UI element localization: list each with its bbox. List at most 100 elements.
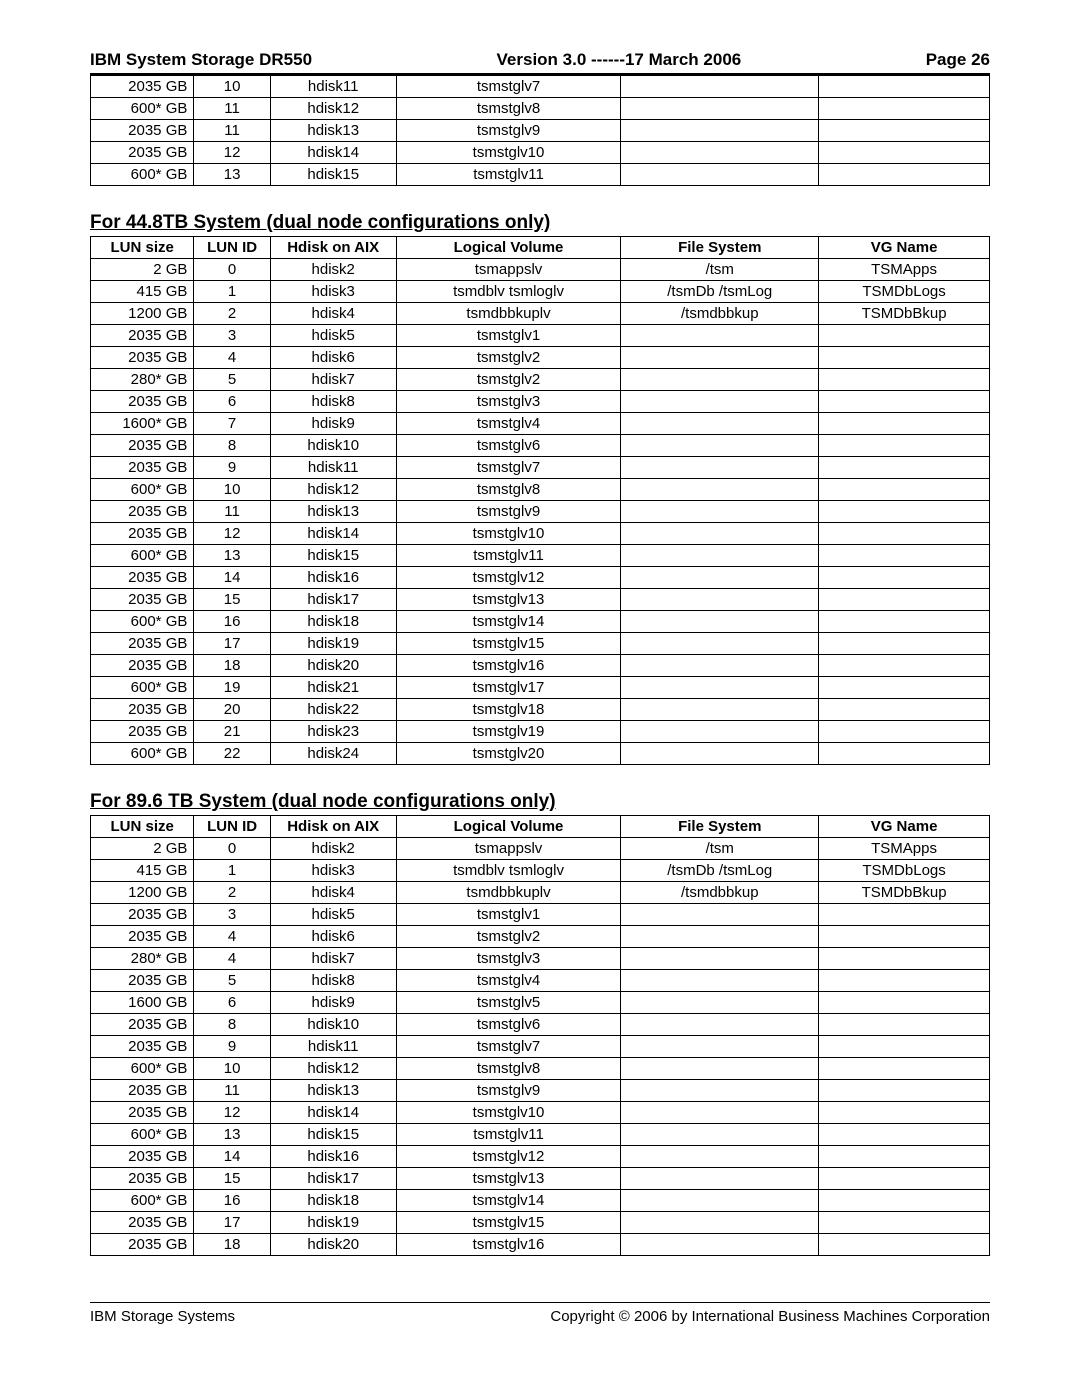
cell-vg — [819, 1146, 990, 1168]
cell-vg — [819, 567, 990, 589]
cell-id: 22 — [194, 743, 270, 765]
footer-right: Copyright © 2006 by International Busine… — [550, 1308, 990, 1325]
cell-lun: 2035 GB — [91, 699, 194, 721]
table-row: 600* GB11hdisk12tsmstglv8 — [91, 98, 990, 120]
cell-fs — [621, 501, 819, 523]
cell-lv: tsmstglv6 — [396, 1014, 621, 1036]
cell-hdisk: hdisk12 — [270, 1058, 396, 1080]
cell-fs — [621, 1102, 819, 1124]
cell-lun: 2035 GB — [91, 142, 194, 164]
cell-lun: 2035 GB — [91, 655, 194, 677]
section-title-44: For 44.8TB System (dual node configurati… — [90, 212, 990, 234]
col-hdisk: Hdisk on AIX — [270, 237, 396, 259]
cell-hdisk: hdisk11 — [270, 76, 396, 98]
table-row: 1200 GB2hdisk4tsmdbbkuplv/tsmdbbkupTSMDb… — [91, 303, 990, 325]
table-row: 2035 GB3hdisk5tsmstglv1 — [91, 904, 990, 926]
cell-lv: tsmstglv11 — [396, 545, 621, 567]
table-row: 2035 GB12hdisk14tsmstglv10 — [91, 1102, 990, 1124]
cell-vg — [819, 1014, 990, 1036]
cell-vg — [819, 743, 990, 765]
cell-vg — [819, 545, 990, 567]
col-lun: LUN size — [91, 237, 194, 259]
cell-id: 14 — [194, 567, 270, 589]
cell-hdisk: hdisk19 — [270, 1212, 396, 1234]
cell-vg — [819, 523, 990, 545]
table-row: 600* GB13hdisk15tsmstglv11 — [91, 1124, 990, 1146]
cell-lun: 2035 GB — [91, 970, 194, 992]
cell-id: 11 — [194, 120, 270, 142]
cell-lun: 600* GB — [91, 1058, 194, 1080]
cell-hdisk: hdisk4 — [270, 882, 396, 904]
cell-lv: tsmstglv7 — [396, 1036, 621, 1058]
cell-fs — [621, 1124, 819, 1146]
cell-id: 11 — [194, 1080, 270, 1102]
table-row: 2035 GB9hdisk11tsmstglv7 — [91, 457, 990, 479]
cell-id: 0 — [194, 259, 270, 281]
cell-hdisk: hdisk6 — [270, 347, 396, 369]
cell-lun: 415 GB — [91, 860, 194, 882]
cell-vg: TSMDbBkup — [819, 882, 990, 904]
cell-hdisk: hdisk10 — [270, 435, 396, 457]
table-row: 600* GB22hdisk24tsmstglv20 — [91, 743, 990, 765]
table-row: 2 GB0hdisk2tsmappslv/tsmTSMApps — [91, 259, 990, 281]
cell-fs — [621, 1234, 819, 1256]
cell-hdisk: hdisk12 — [270, 479, 396, 501]
cell-hdisk: hdisk16 — [270, 1146, 396, 1168]
cell-vg — [819, 98, 990, 120]
cell-fs — [621, 391, 819, 413]
cell-fs — [621, 435, 819, 457]
cell-id: 13 — [194, 1124, 270, 1146]
cell-lun: 2035 GB — [91, 435, 194, 457]
header-left: IBM System Storage DR550 — [90, 50, 312, 70]
table-row: 600* GB16hdisk18tsmstglv14 — [91, 611, 990, 633]
table-row: 2035 GB18hdisk20tsmstglv16 — [91, 655, 990, 677]
cell-fs — [621, 142, 819, 164]
cell-lun: 2035 GB — [91, 1036, 194, 1058]
footer-left: IBM Storage Systems — [90, 1308, 235, 1325]
table-row: 600* GB10hdisk12tsmstglv8 — [91, 479, 990, 501]
cell-lv: tsmdbbkuplv — [396, 882, 621, 904]
cell-vg — [819, 369, 990, 391]
cell-lv: tsmdblv tsmloglv — [396, 281, 621, 303]
cell-id: 6 — [194, 992, 270, 1014]
cell-lun: 280* GB — [91, 369, 194, 391]
cell-vg — [819, 501, 990, 523]
cell-lv: tsmstglv14 — [396, 1190, 621, 1212]
cell-lv: tsmstglv3 — [396, 948, 621, 970]
cell-lun: 2035 GB — [91, 1212, 194, 1234]
cell-hdisk: hdisk4 — [270, 303, 396, 325]
cell-fs — [621, 479, 819, 501]
cell-hdisk: hdisk21 — [270, 677, 396, 699]
cell-vg — [819, 120, 990, 142]
cell-hdisk: hdisk20 — [270, 1234, 396, 1256]
cell-id: 3 — [194, 325, 270, 347]
cell-lv: tsmstglv20 — [396, 743, 621, 765]
cell-fs: /tsmdbbkup — [621, 882, 819, 904]
col-lv: Logical Volume — [396, 816, 621, 838]
cell-id: 6 — [194, 391, 270, 413]
cell-id: 4 — [194, 948, 270, 970]
table-row: 2035 GB6hdisk8tsmstglv3 — [91, 391, 990, 413]
cell-lun: 2035 GB — [91, 1102, 194, 1124]
cell-lv: tsmappslv — [396, 259, 621, 281]
cell-lun: 415 GB — [91, 281, 194, 303]
cell-hdisk: hdisk2 — [270, 838, 396, 860]
cell-id: 13 — [194, 545, 270, 567]
cell-vg — [819, 1058, 990, 1080]
cell-fs: /tsmDb /tsmLog — [621, 281, 819, 303]
cell-fs — [621, 347, 819, 369]
cell-lv: tsmstglv8 — [396, 1058, 621, 1080]
cell-id: 3 — [194, 904, 270, 926]
table-row: 2035 GB18hdisk20tsmstglv16 — [91, 1234, 990, 1256]
cell-vg — [819, 347, 990, 369]
cell-vg — [819, 1080, 990, 1102]
table-row: 2035 GB14hdisk16tsmstglv12 — [91, 1146, 990, 1168]
cell-lv: tsmstglv11 — [396, 1124, 621, 1146]
cell-hdisk: hdisk20 — [270, 655, 396, 677]
cell-fs — [621, 98, 819, 120]
cell-fs: /tsm — [621, 838, 819, 860]
cell-lun: 2035 GB — [91, 589, 194, 611]
col-lv: Logical Volume — [396, 237, 621, 259]
cell-fs — [621, 120, 819, 142]
cell-fs — [621, 970, 819, 992]
